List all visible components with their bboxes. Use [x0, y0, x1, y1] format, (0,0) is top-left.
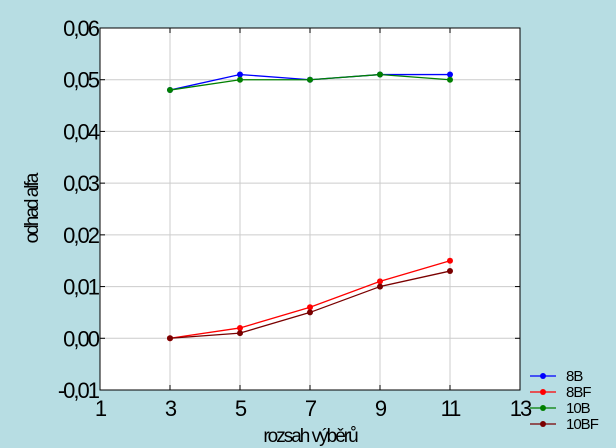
- data-point-8B: [447, 71, 453, 78]
- y-tick-label: 0,05: [63, 68, 100, 93]
- legend-marker-10BF: [540, 421, 546, 427]
- legend-marker-10B: [540, 405, 546, 411]
- data-point-10BF: [307, 309, 313, 316]
- legend-marker-8B: [540, 373, 546, 379]
- y-tick-label: 0,04: [63, 119, 100, 144]
- plot-frame: [99, 27, 521, 391]
- x-tick-label: 5: [235, 396, 247, 421]
- y-tick-label: 0,03: [63, 171, 100, 196]
- legend-label-8B: 8B: [566, 368, 583, 385]
- data-point-10BF: [167, 335, 173, 342]
- data-point-10B: [447, 76, 453, 83]
- x-tick-label: 11: [441, 396, 462, 421]
- data-point-8BF: [447, 257, 453, 264]
- data-point-10B: [307, 76, 313, 83]
- data-point-8B: [237, 71, 243, 78]
- data-point-10BF: [447, 268, 453, 275]
- data-point-10BF: [377, 283, 383, 290]
- legend-label-10B: 10B: [566, 400, 591, 417]
- data-point-8BF: [377, 278, 383, 285]
- y-tick-label: 0,02: [63, 223, 100, 248]
- x-tick-label: 7: [305, 396, 317, 421]
- y-axis-label: odhad alfa: [22, 172, 43, 243]
- series-lines: [167, 71, 453, 342]
- y-tick-label: 0,06: [63, 16, 100, 41]
- legend-label-8BF: 8BF: [566, 384, 591, 401]
- data-point-10B: [377, 71, 383, 78]
- legend-label-10BF: 10BF: [566, 416, 599, 433]
- data-point-8BF: [307, 304, 313, 311]
- x-tick-label: 13: [510, 396, 532, 421]
- x-tick-label: 3: [165, 396, 177, 421]
- y-tick-label: 0,00: [63, 326, 100, 351]
- data-point-10BF: [237, 330, 243, 337]
- y-tick-label: 0,01: [63, 275, 100, 300]
- data-point-10B: [237, 76, 243, 83]
- x-axis-label: rozsah výběrů: [263, 426, 358, 447]
- data-point-10B: [167, 87, 173, 94]
- data-point-8BF: [237, 324, 243, 331]
- legend-marker-8BF: [540, 389, 546, 395]
- y-tick-label: -0,01: [58, 378, 100, 403]
- x-tick-label: 9: [375, 396, 387, 421]
